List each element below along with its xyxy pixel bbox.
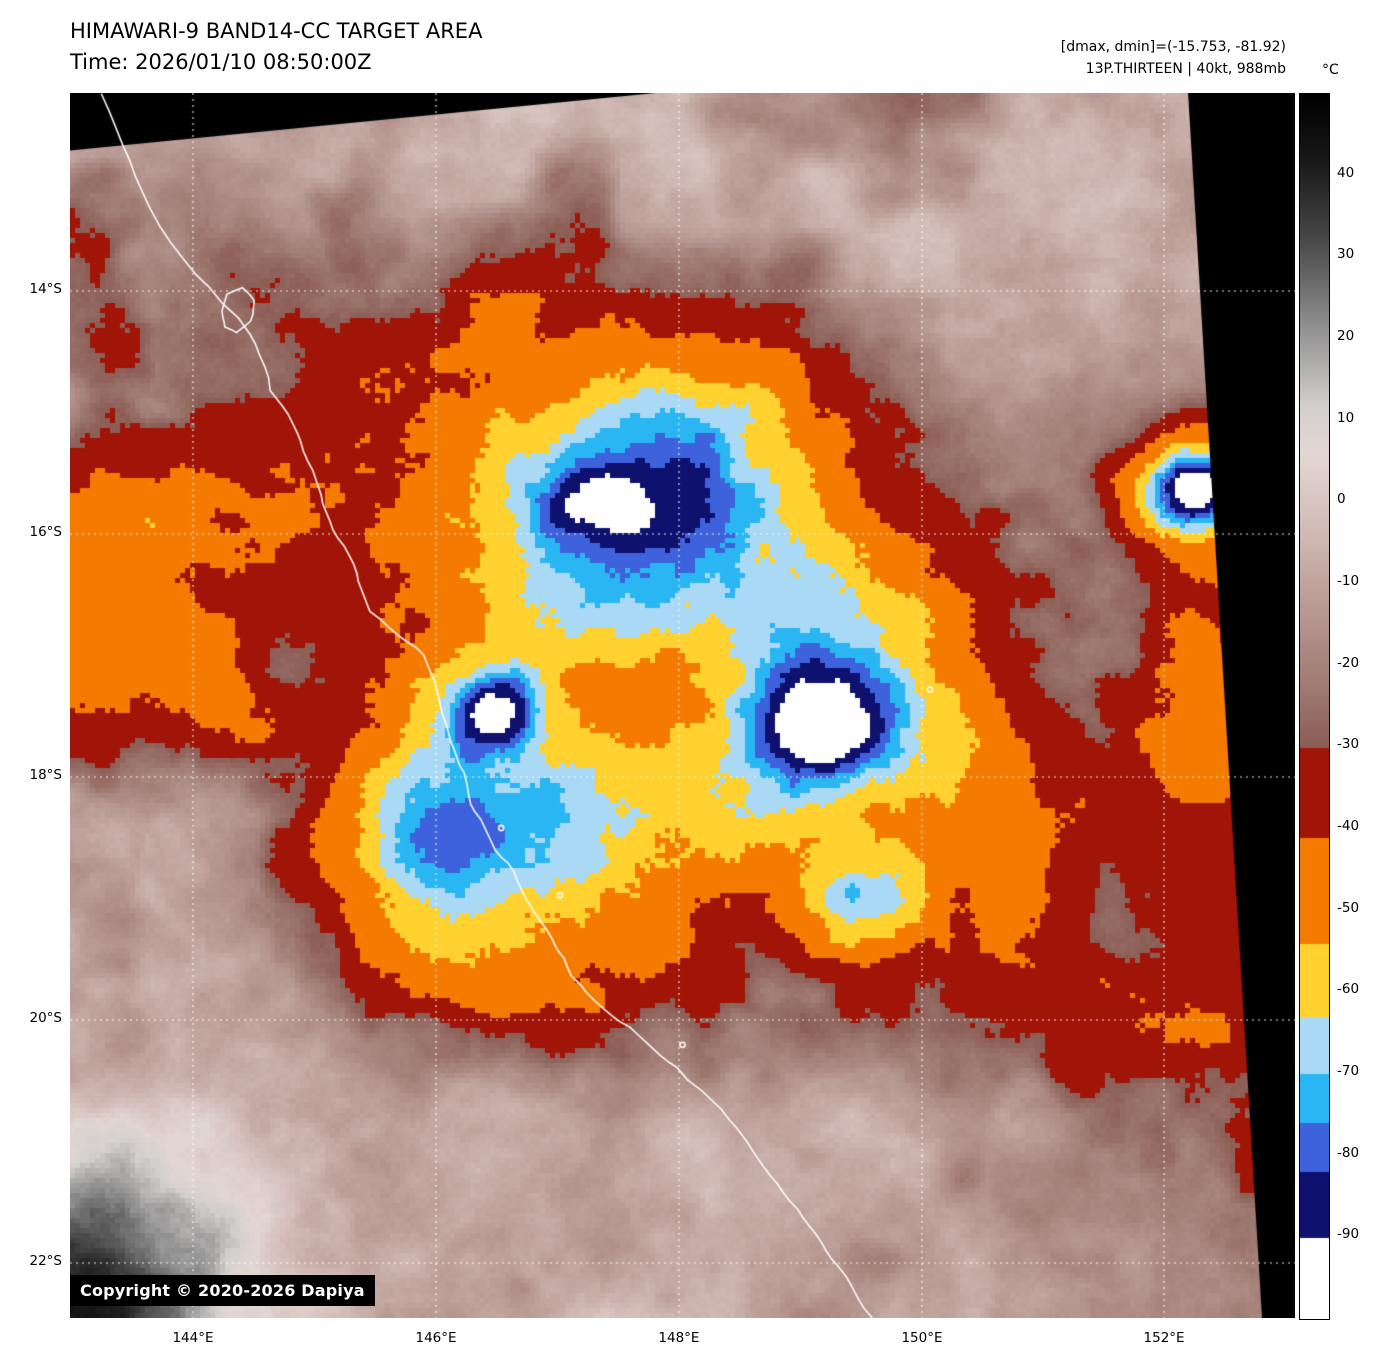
satellite-image-canvas [70, 93, 1295, 1318]
header: HIMAWARI-9 BAND14-CC TARGET AREA Time: 2… [70, 16, 482, 78]
lon-tick-label: 148°E [658, 1330, 700, 1346]
storm-info: 13P.THIRTEEN | 40kt, 988mb [1085, 61, 1286, 77]
lat-tick-label: 22°S [29, 1252, 63, 1269]
satellite-map: Copyright © 2020-2026 Dapiya [70, 93, 1295, 1318]
colorbar-tick-label: 20 [1337, 328, 1355, 344]
colorbar-tick-label: 10 [1337, 409, 1355, 426]
page-title: HIMAWARI-9 BAND14-CC TARGET AREA [70, 19, 483, 43]
colorbar-tick-label: -30 [1337, 736, 1360, 753]
colorbar-tick-label: 0 [1337, 491, 1346, 508]
colorbar-tick-label: -80 [1337, 1144, 1360, 1161]
colorbar [1299, 93, 1330, 1320]
lat-tick-label: 20°S [29, 1009, 63, 1026]
copyright-label: Copyright © 2020-2026 Dapiya [70, 1275, 375, 1306]
colorbar-tick-label: 30 [1337, 246, 1355, 263]
colorbar-tick-label: -40 [1337, 818, 1360, 834]
colorbar-tick-label: -90 [1337, 1226, 1360, 1243]
colorbar-unit-label: °C [1322, 62, 1339, 78]
colorbar-tick-label: -60 [1337, 981, 1360, 998]
colorbar-tick-label: -70 [1337, 1063, 1360, 1079]
colorbar-tick-label: -50 [1337, 899, 1360, 916]
lon-tick-label: 152°E [1143, 1330, 1185, 1346]
lat-tick-label: 16°S [29, 524, 63, 540]
dmax-dmin-readout: [dmax, dmin]=(-15.753, -81.92) [1060, 39, 1286, 55]
annotations: [dmax, dmin]=(-15.753, -81.92) 13P.THIRT… [1061, 36, 1286, 80]
lat-tick-label: 14°S [29, 280, 63, 297]
colorbar-tick-label: -20 [1337, 654, 1360, 671]
lon-tick-label: 150°E [901, 1330, 943, 1346]
timestamp: Time: 2026/01/10 08:50:00Z [70, 50, 372, 74]
colorbar-tick-label: -10 [1337, 573, 1360, 589]
colorbar-tick-label: 40 [1337, 164, 1355, 181]
lon-tick-label: 144°E [172, 1330, 214, 1346]
lat-tick-label: 18°S [29, 767, 63, 784]
lon-tick-label: 146°E [415, 1330, 457, 1346]
